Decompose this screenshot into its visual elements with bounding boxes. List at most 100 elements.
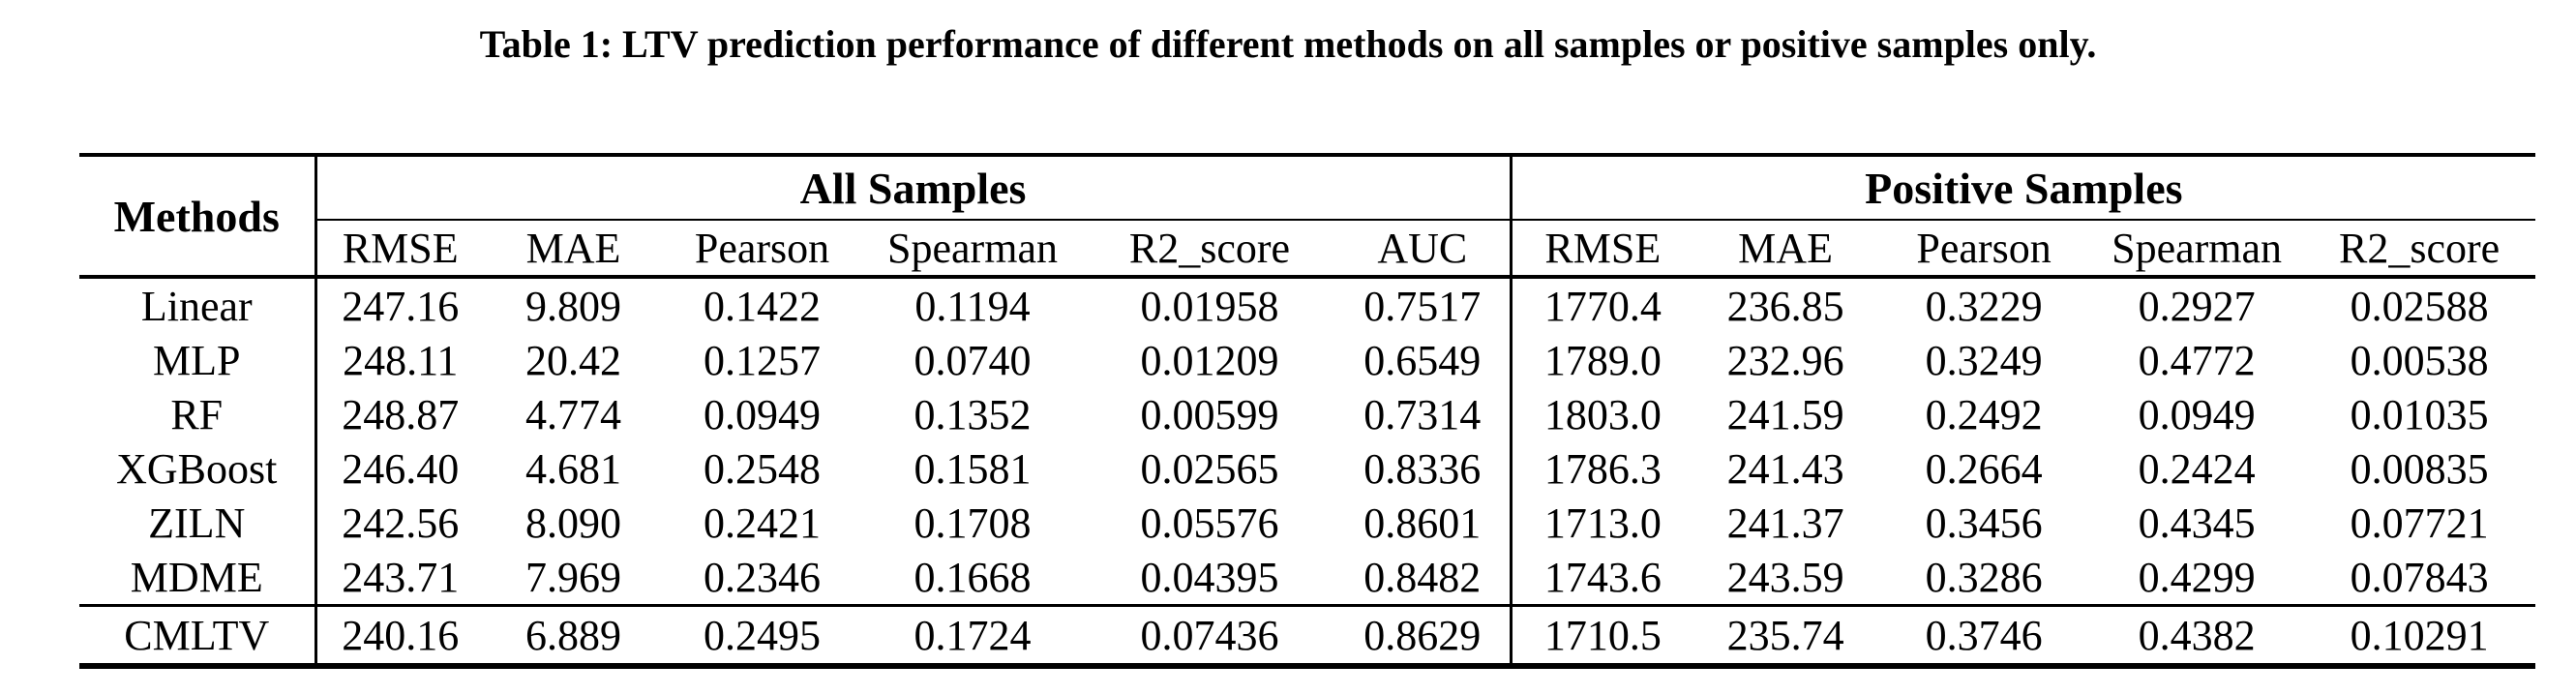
- table-row: CMLTV 240.16 6.889 0.2495 0.1724 0.07436 0.862…: [79, 604, 2536, 666]
- metric-value: 4.681: [525, 444, 621, 493]
- metric-value: 0.02565: [1140, 444, 1279, 493]
- table-caption: Table 1: LTV prediction performance of d…: [479, 22, 2097, 66]
- metric-value: 0.2424: [2138, 444, 2256, 493]
- method-name: MDME: [130, 553, 263, 601]
- metric-value: 0.1194: [914, 282, 1031, 330]
- metric-value: 0.8629: [1335, 604, 1512, 666]
- method-name: RF: [170, 390, 224, 438]
- metric-value: 0.2495: [663, 604, 861, 666]
- metric-value: 0.4772: [2138, 336, 2256, 384]
- metric-value: 0.8482: [1363, 553, 1482, 601]
- col-header-all-mae: MAE: [525, 224, 621, 272]
- metric-value: 0.2664: [1925, 444, 2043, 493]
- metric-header-row: RMSE MAE Pearson Spearman R2_score AUC R…: [79, 220, 2535, 277]
- table-header: Methods All Samples Positive Samples RMS…: [79, 155, 2536, 277]
- col-header-all-rmse: RMSE: [314, 220, 484, 277]
- metric-value: 9.809: [525, 282, 621, 330]
- metric-value: 241.43: [1726, 444, 1844, 493]
- method-name: CMLTV: [79, 604, 315, 666]
- metric-value: 0.07721: [2350, 499, 2489, 547]
- col-header-pos-rmse: RMSE: [1509, 220, 1694, 277]
- metric-value: 0.0949: [704, 390, 821, 438]
- metric-value: 247.16: [314, 277, 484, 333]
- col-header-pos-r2-score: R2_score: [2338, 224, 2501, 272]
- method-name: XGBoost: [116, 444, 278, 493]
- metric-value: 0.8601: [1363, 499, 1482, 547]
- metric-value: 0.07843: [2350, 553, 2489, 601]
- metric-value: 0.2492: [1925, 390, 2043, 438]
- metric-value: 0.2421: [704, 499, 821, 547]
- method-name: Linear: [140, 282, 253, 330]
- metric-value: 0.2346: [704, 553, 821, 601]
- metric-value: 0.7517: [1363, 282, 1482, 330]
- metric-value: 0.10291: [2303, 604, 2536, 666]
- col-header-all-r2-score: R2_score: [1128, 224, 1291, 272]
- metric-value: 7.969: [525, 553, 621, 601]
- method-name: ZILN: [148, 499, 246, 547]
- metric-value: 0.00538: [2350, 336, 2489, 384]
- metric-value: 20.42: [525, 336, 621, 384]
- metric-value: 0.6549: [1363, 336, 1482, 384]
- metric-value: 243.71: [314, 550, 484, 606]
- method-name: MLP: [153, 336, 241, 384]
- metric-value: 1710.5: [1509, 604, 1694, 666]
- metric-value: 0.4382: [2090, 604, 2304, 666]
- metric-value: 236.85: [1726, 282, 1844, 330]
- table-row: RF 248.87 4.774 0.0949 0.1352 0.00599 0.7314 18…: [79, 387, 2535, 441]
- metric-value: 0.1724: [861, 604, 1084, 666]
- metric-value: 0.0740: [914, 336, 1032, 384]
- metric-value: 0.07436: [1084, 604, 1335, 666]
- metric-value: 1743.6: [1509, 550, 1694, 606]
- metric-value: 0.3286: [1925, 553, 2043, 601]
- table-row: MDME 243.71 7.969 0.2346 0.1668 0.04395 0.8482…: [79, 550, 2535, 606]
- metric-value: 240.16: [314, 604, 484, 666]
- metric-value: 0.3746: [1877, 604, 2091, 666]
- metric-value: 1786.3: [1509, 441, 1694, 496]
- metric-value: 0.01958: [1140, 282, 1279, 330]
- table-body: Linear 247.16 9.809 0.1422 0.1194 0.01958 0.75…: [79, 277, 2536, 666]
- metric-value: 1789.0: [1509, 333, 1694, 387]
- metric-value: 0.3249: [1925, 336, 2043, 384]
- metric-value: 241.37: [1726, 499, 1844, 547]
- metric-value: 1803.0: [1509, 387, 1694, 441]
- group-header-row: Methods All Samples Positive Samples: [79, 155, 2536, 241]
- metric-value: 0.1422: [704, 282, 821, 330]
- table-row: MLP 248.11 20.42 0.1257 0.0740 0.01209 0.6549 1…: [79, 333, 2535, 387]
- metric-value: 0.1668: [914, 553, 1032, 601]
- metric-value: 0.7314: [1363, 390, 1482, 438]
- col-header-pos-mae: MAE: [1738, 224, 1833, 272]
- metric-value: 0.05576: [1140, 499, 1279, 547]
- metric-value: 0.4345: [2138, 499, 2256, 547]
- metric-value: 0.1708: [914, 499, 1032, 547]
- metric-value: 6.889: [484, 604, 663, 666]
- metric-value: 0.1352: [914, 390, 1032, 438]
- metric-value: 0.01035: [2350, 390, 2489, 438]
- metric-value: 0.00835: [2350, 444, 2489, 493]
- metric-value: 0.1581: [914, 444, 1032, 493]
- metric-value: 246.40: [314, 441, 484, 496]
- metric-value: 0.2927: [2138, 282, 2256, 330]
- metric-value: 0.4299: [2138, 553, 2256, 601]
- metric-value: 0.00599: [1140, 390, 1279, 438]
- metric-value: 248.11: [314, 333, 484, 387]
- metric-value: 1713.0: [1509, 496, 1694, 550]
- metric-value: 0.04395: [1140, 553, 1279, 601]
- metric-value: 8.090: [525, 499, 621, 547]
- col-header-pos-spearman: Spearman: [2112, 224, 2283, 272]
- col-header-pos-pearson: Pearson: [1916, 224, 2052, 272]
- metric-value: 0.02588: [2350, 282, 2489, 330]
- table-row: Linear 247.16 9.809 0.1422 0.1194 0.01958 0.75…: [79, 277, 2535, 333]
- metric-value: 242.56: [314, 496, 484, 550]
- metric-value: 248.87: [314, 387, 484, 441]
- metric-value: 0.3229: [1925, 282, 2043, 330]
- metric-value: 0.01209: [1140, 336, 1279, 384]
- col-header-all-auc: AUC: [1377, 224, 1468, 272]
- metric-value: 0.1257: [704, 336, 821, 384]
- metric-value: 1770.4: [1509, 277, 1694, 333]
- methods-column-header: Methods: [113, 191, 280, 241]
- ltv-results-table: Methods All Samples Positive Samples RMS…: [79, 153, 2536, 669]
- metric-value: 241.59: [1726, 390, 1844, 438]
- metric-value: 0.0949: [2138, 390, 2256, 438]
- metric-value: 0.8336: [1363, 444, 1482, 493]
